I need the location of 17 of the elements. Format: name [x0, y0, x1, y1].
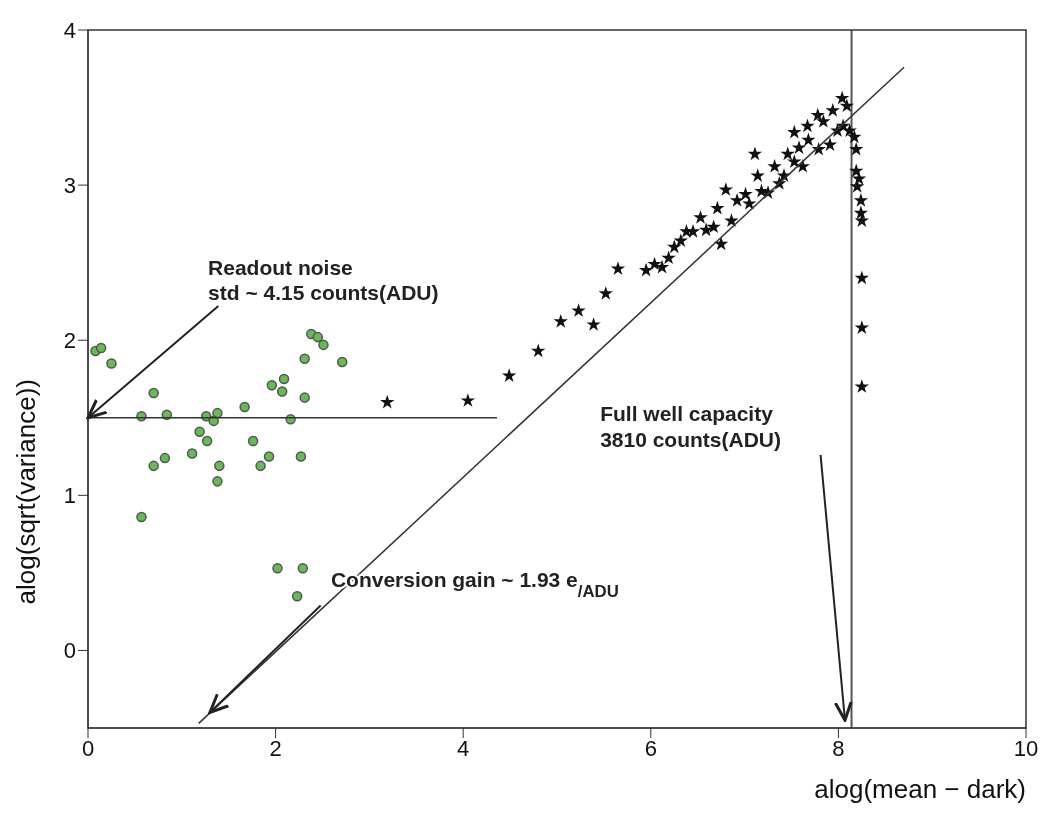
- annotation: Full well capacity: [600, 401, 774, 425]
- x-tick-label: 4: [457, 735, 470, 761]
- y-tick-label: 1: [63, 483, 76, 509]
- x-tick-label: 2: [269, 735, 282, 761]
- annotation: std ~ 4.15 counts(ADU): [208, 280, 439, 304]
- x-axis-title: alog(mean − dark): [814, 774, 1026, 804]
- annotation: 3810 counts(ADU): [600, 428, 782, 452]
- x-tick-label: 8: [832, 735, 845, 761]
- x-tick-label: 6: [644, 735, 657, 761]
- y-tick-label: 2: [63, 328, 76, 354]
- x-tick-label: 10: [1013, 735, 1039, 761]
- annotation: Readout noise: [208, 256, 353, 280]
- y-tick-label: 4: [63, 17, 76, 43]
- x-tick-label: 0: [81, 735, 95, 761]
- y-tick-label: 3: [63, 172, 76, 198]
- y-axis-title: alog(sqrt(variance)): [11, 379, 42, 605]
- y-tick-label: 0: [63, 638, 76, 664]
